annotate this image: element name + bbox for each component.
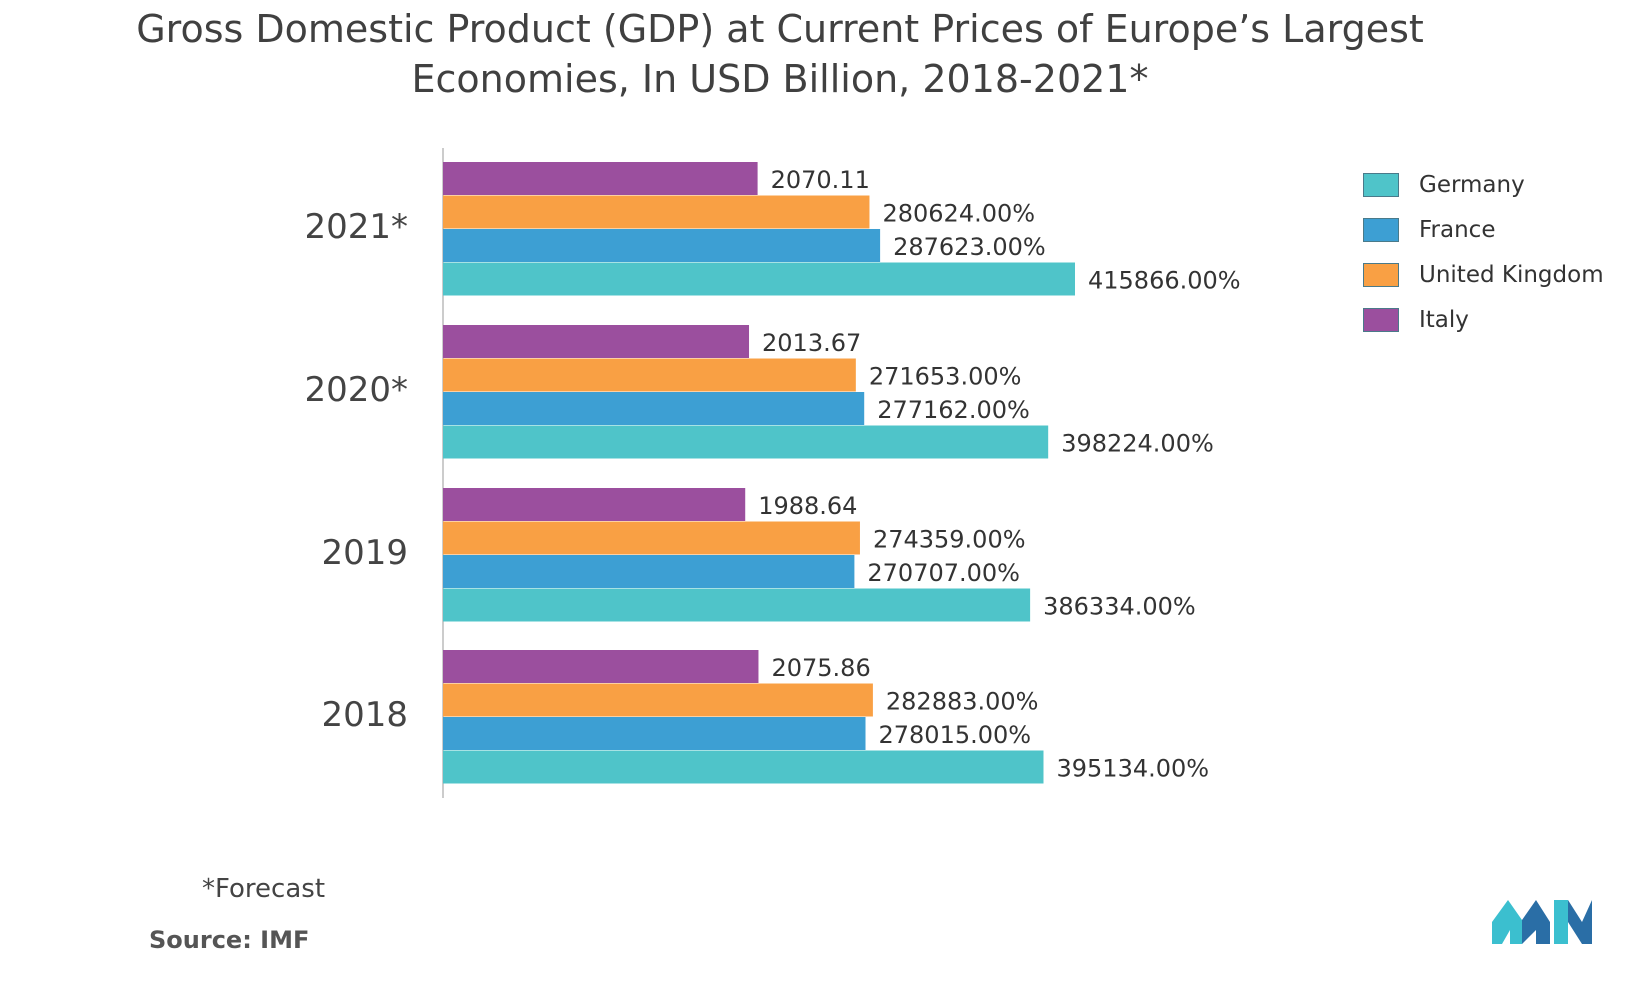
bar-united-kingdom-2021 [443,195,870,229]
chart-title-line-1: Gross Domestic Product (GDP) at Current … [136,7,1424,51]
data-label: 271653.00% [869,363,1022,391]
chart-title: Gross Domestic Product (GDP) at Current … [40,4,1520,104]
data-label: 270707.00% [867,559,1020,587]
legend-label: United Kingdom [1419,261,1604,288]
source-note: Source: IMF [149,926,310,954]
bar-france-2020 [443,392,865,425]
forecast-footnote: *Forecast [202,874,326,904]
bar-united-kingdom-2019 [443,521,860,555]
y-tick-label: 2020* [304,370,408,410]
data-label: 415866.00% [1088,267,1241,295]
bar-germany-2018 [443,750,1044,784]
bar-france-2018 [443,717,866,750]
bar-germany-2020 [443,425,1049,459]
bar-france-2021 [443,229,881,262]
legend-swatch [1363,217,1399,242]
data-label: 278015.00% [879,721,1032,749]
bar-germany-2021 [443,262,1075,296]
chart-title-line-2: Economies, In USD Billion, 2018-2021* [411,57,1149,101]
bar-france-2019 [443,555,855,588]
data-label: 2075.86 [771,654,870,682]
y-tick-label: 2018 [321,695,408,735]
y-tick-label: 2021* [304,207,408,247]
bar-united-kingdom-2020 [443,358,856,392]
legend-swatch [1363,262,1399,287]
legend-label: Germany [1419,171,1525,198]
legend-swatch [1363,307,1399,332]
data-label: 274359.00% [873,526,1026,554]
data-label: 2070.11 [771,166,870,194]
data-label: 277162.00% [877,396,1030,424]
bar-italy-2021 [443,162,758,195]
data-label: 1988.64 [758,492,857,520]
data-label: 386334.00% [1043,593,1196,621]
data-label: 280624.00% [882,200,1035,228]
legend: Germany France United Kingdom Italy [1363,162,1604,342]
data-label: 398224.00% [1061,430,1214,458]
bar-germany-2019 [443,588,1031,622]
legend-item-italy: Italy [1363,297,1604,342]
data-label: 287623.00% [893,233,1046,261]
legend-item-united-kingdom: United Kingdom [1363,252,1604,297]
legend-item-france: France [1363,207,1604,252]
legend-label: Italy [1419,306,1469,333]
y-tick-label: 2019 [321,533,408,573]
data-label: 395134.00% [1056,755,1209,783]
legend-item-germany: Germany [1363,162,1604,207]
data-label: 2013.67 [762,329,861,357]
bar-italy-2020 [443,325,750,358]
legend-swatch [1363,172,1399,197]
legend-label: France [1419,216,1496,243]
data-label: 282883.00% [886,688,1039,716]
bar-italy-2018 [443,650,759,683]
bar-united-kingdom-2018 [443,683,873,717]
bar-italy-2019 [443,488,746,521]
mordor-logo-icon [1492,900,1592,944]
